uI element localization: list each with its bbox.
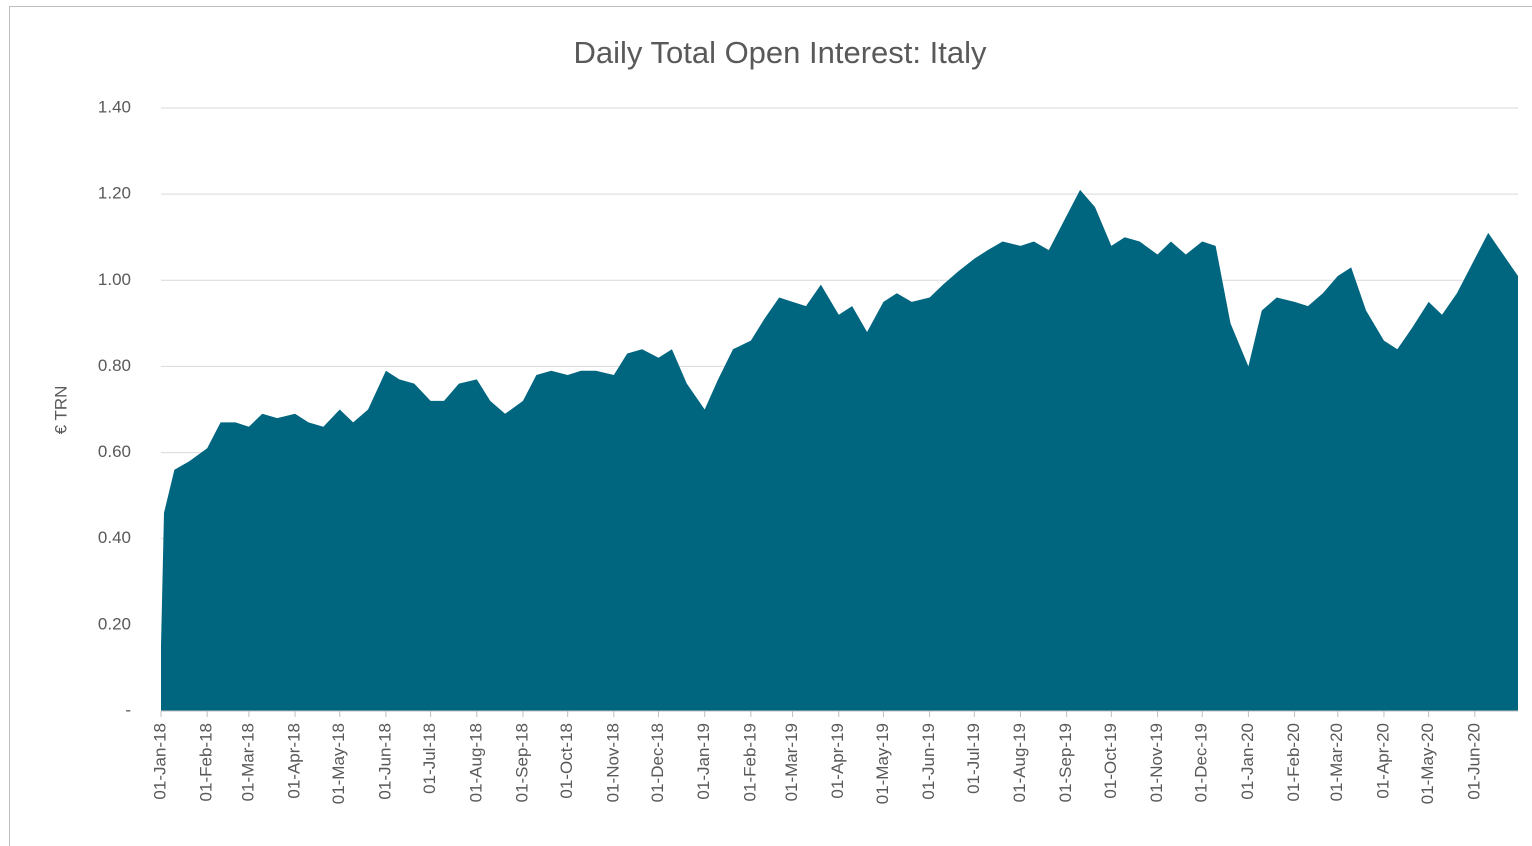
x-tick-label: 01-Jul-18: [420, 723, 439, 794]
x-tick-label: 01-Oct-19: [1101, 723, 1120, 799]
y-axis-label: € TRN: [51, 386, 70, 435]
x-tick-label: 01-Jun-18: [375, 723, 394, 800]
x-tick-label: 01-May-18: [329, 723, 348, 804]
y-tick-label: 1.40: [98, 97, 131, 116]
chart-frame: [9, 6, 1532, 846]
y-tick-label: 0.20: [98, 614, 131, 633]
y-tick-label: 1.20: [98, 184, 131, 203]
x-tick-label: 01-Sep-18: [512, 723, 531, 802]
x-tick-label: 01-Mar-19: [782, 723, 801, 801]
x-tick-label: 01-Apr-19: [828, 723, 847, 799]
x-tick-label: 01-Jul-19: [964, 723, 983, 794]
x-tick-label: 01-Nov-19: [1147, 723, 1166, 802]
x-tick-label: 01-Oct-18: [557, 723, 576, 799]
x-tick-label: 01-Feb-18: [197, 723, 216, 801]
y-tick-label: 0.40: [98, 528, 131, 547]
y-tick-label: 1.00: [98, 270, 131, 289]
chart-title: Daily Total Open Interest: Italy: [574, 35, 987, 70]
x-tick-label: 01-Feb-19: [740, 723, 759, 801]
x-tick-label: 01-Jan-20: [1238, 723, 1257, 800]
x-tick-label: 01-Jan-18: [150, 723, 169, 800]
x-tick-label: 01-Mar-18: [238, 723, 257, 801]
x-tick-label: 01-Dec-19: [1192, 723, 1211, 802]
x-tick-label: 01-Nov-18: [603, 723, 622, 802]
x-tick-label: 01-Jan-19: [694, 723, 713, 800]
y-tick-label: 0.80: [98, 356, 131, 375]
x-tick-label: 01-Mar-20: [1327, 723, 1346, 801]
x-tick-label: 01-Aug-18: [466, 723, 485, 802]
x-tick-label: 01-Dec-18: [648, 723, 667, 802]
x-tick-label: 01-Apr-18: [285, 723, 304, 799]
x-tick-label: 01-May-19: [873, 723, 892, 804]
y-tick-label: 0.60: [98, 442, 131, 461]
x-tick-label: 01-Feb-20: [1284, 723, 1303, 801]
x-tick-label: 01-Aug-19: [1010, 723, 1029, 802]
x-tick-label: 01-Apr-20: [1373, 723, 1392, 799]
x-tick-label: 01-Jun-20: [1464, 723, 1483, 800]
x-tick-label: 01-Jun-19: [919, 723, 938, 800]
x-tick-label: 01-May-20: [1418, 723, 1437, 804]
area: [161, 189, 1518, 712]
x-tick-label: 01-Sep-19: [1056, 723, 1075, 802]
y-tick-label: -: [125, 700, 131, 719]
